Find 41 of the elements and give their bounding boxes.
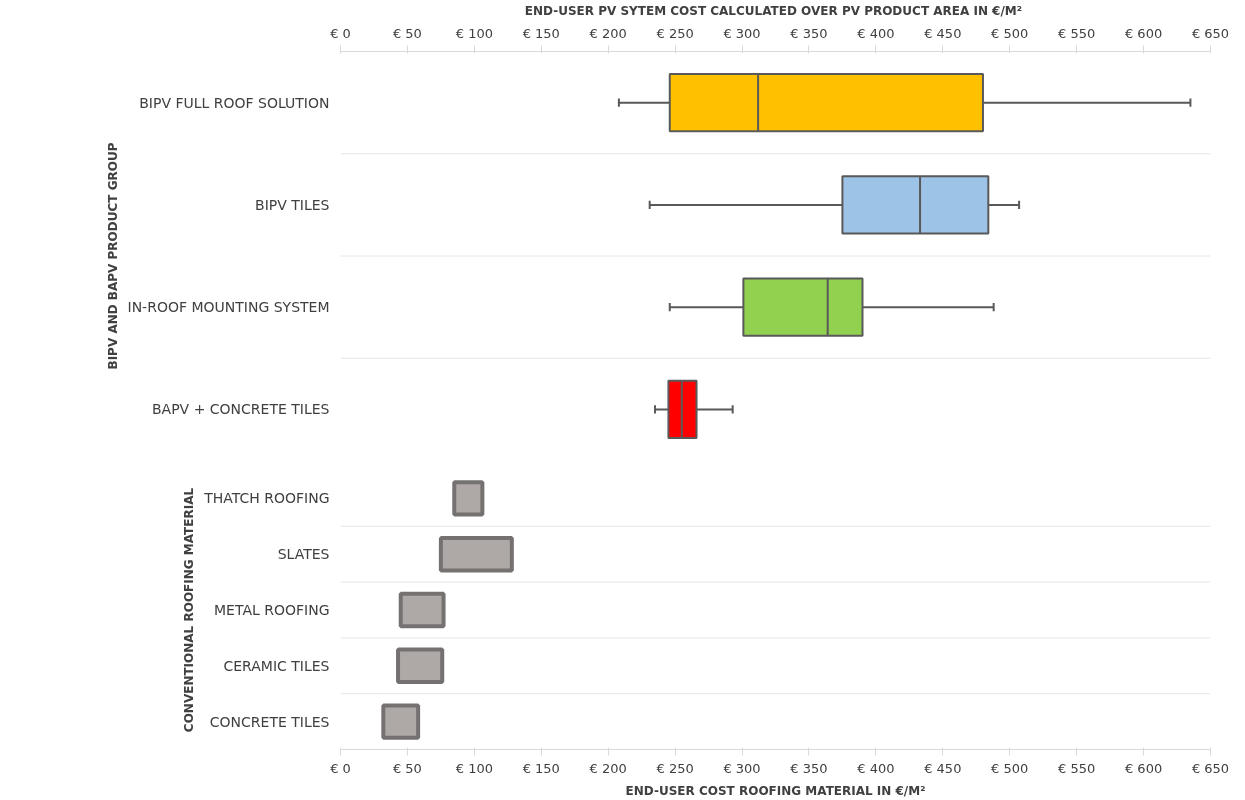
x-tick-label: € 300 bbox=[723, 760, 761, 776]
y-axis-title: CONVENTIONAL ROOFING MATERIAL bbox=[182, 487, 197, 733]
x-tick-label: € 250 bbox=[656, 760, 694, 776]
x-tick-label: € 250 bbox=[656, 25, 694, 41]
x-tick-label: € 200 bbox=[589, 760, 627, 776]
y-tick-label: BIPV TILES bbox=[255, 196, 330, 213]
x-tick-label: € 50 bbox=[392, 760, 422, 776]
x-tick-label: € 300 bbox=[723, 25, 761, 41]
x-tick-label: € 450 bbox=[924, 760, 962, 776]
y-tick-label: BIPV FULL ROOF SOLUTION bbox=[139, 94, 330, 111]
x-tick-label: € 0 bbox=[330, 760, 351, 776]
y-tick-label: BAPV + CONCRETE TILES bbox=[151, 401, 330, 418]
x-axis-title: END-USER PV SYTEM COST CALCULATED OVER PV PRODUCT AREA IN €/M² bbox=[524, 3, 1023, 18]
x-tick-label: € 0 bbox=[330, 25, 351, 41]
x-tick-label: € 400 bbox=[857, 760, 895, 776]
x-tick-label: € 350 bbox=[790, 760, 828, 776]
x-tick-label: € 400 bbox=[857, 25, 895, 41]
x-tick-label: € 500 bbox=[991, 760, 1029, 776]
x-tick-label: € 100 bbox=[455, 760, 493, 776]
x-tick-label: € 650 bbox=[1191, 760, 1230, 776]
y-tick-label: CONCRETE TILES bbox=[209, 713, 330, 730]
x-tick-label: € 350 bbox=[790, 25, 828, 41]
x-tick-label: € 150 bbox=[522, 760, 560, 776]
y-tick-label: IN-ROOF MOUNTING SYSTEM bbox=[127, 299, 330, 316]
y-tick-label: CERAMIC TILES bbox=[223, 657, 330, 674]
x-tick-label: € 500 bbox=[991, 25, 1029, 41]
x-tick-label: € 150 bbox=[522, 25, 560, 41]
y-tick-label: METAL ROOFING bbox=[214, 602, 330, 618]
x-tick-label: € 450 bbox=[924, 25, 962, 41]
x-tick-label: € 50 bbox=[392, 25, 422, 41]
y-axis-title: BIPV AND BAPV PRODUCT GROUP bbox=[105, 142, 120, 370]
x-tick-label: € 550 bbox=[1058, 760, 1096, 776]
x-tick-label: € 100 bbox=[455, 25, 493, 41]
x-tick-label: € 550 bbox=[1058, 25, 1096, 41]
x-axis-title: END-USER COST ROOFING MATERIAL IN €/M² bbox=[625, 783, 926, 798]
y-tick-label: THATCH ROOFING bbox=[203, 490, 330, 507]
x-tick-label: € 600 bbox=[1124, 760, 1163, 776]
x-tick-label: € 650 bbox=[1191, 25, 1230, 41]
x-tick-label: € 600 bbox=[1124, 25, 1163, 41]
y-tick-label: SLATES bbox=[277, 546, 330, 563]
x-tick-label: € 200 bbox=[589, 25, 627, 41]
